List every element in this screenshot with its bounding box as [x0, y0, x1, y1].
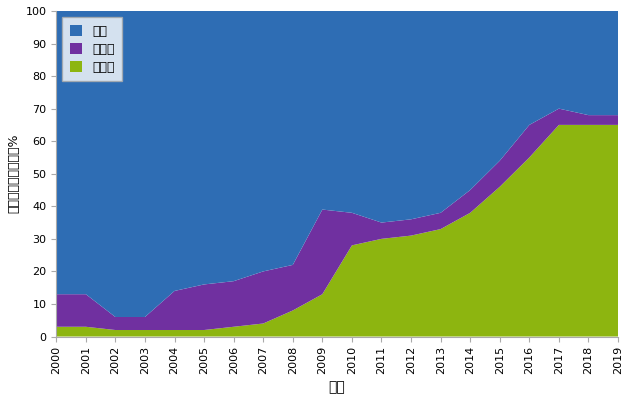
Legend: 直井, 定向井, 水平井: 直井, 定向井, 水平井 — [62, 17, 122, 81]
Y-axis label: 各类井钻井数占比／%: 各类井钻井数占比／% — [7, 134, 20, 213]
X-axis label: 年份: 年份 — [329, 380, 345, 394]
